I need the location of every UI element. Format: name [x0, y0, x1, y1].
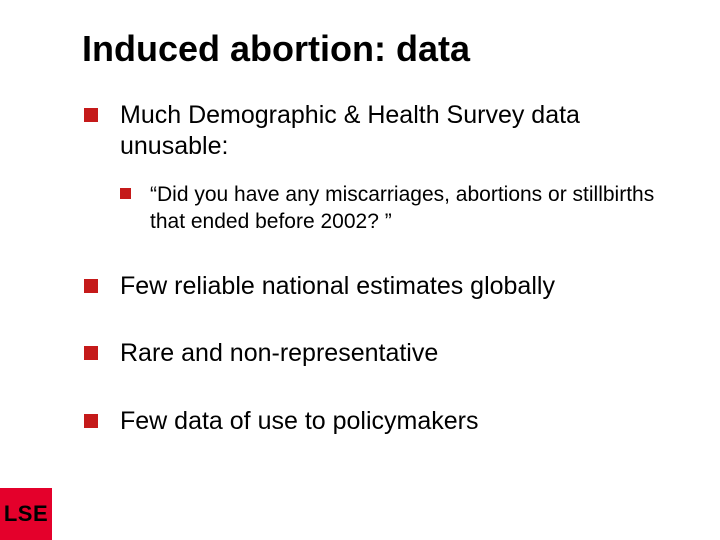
- slide: Induced abortion: data Much Demographic …: [0, 0, 720, 540]
- bullet-text: Rare and non-representative: [120, 339, 438, 367]
- sub-bullet-item: “Did you have any miscarriages, abortion…: [120, 181, 672, 236]
- lse-logo: LSE: [0, 488, 52, 540]
- lse-logo-text: LSE: [4, 501, 48, 527]
- bullet-text: Few reliable national estimates globally: [120, 272, 555, 300]
- bullet-item: Few reliable national estimates globally: [84, 271, 672, 302]
- bullet-text: Much Demographic & Health Survey data un…: [120, 101, 580, 160]
- bullet-list: Much Demographic & Health Survey data un…: [84, 100, 672, 437]
- bullet-text: Few data of use to policymakers: [120, 407, 479, 435]
- sub-bullet-text: “Did you have any miscarriages, abortion…: [150, 183, 654, 233]
- bullet-item: Much Demographic & Health Survey data un…: [84, 100, 672, 235]
- sub-bullet-list: “Did you have any miscarriages, abortion…: [120, 181, 672, 236]
- bullet-item: Rare and non-representative: [84, 338, 672, 369]
- bullet-item: Few data of use to policymakers: [84, 406, 672, 437]
- slide-title: Induced abortion: data: [82, 28, 672, 70]
